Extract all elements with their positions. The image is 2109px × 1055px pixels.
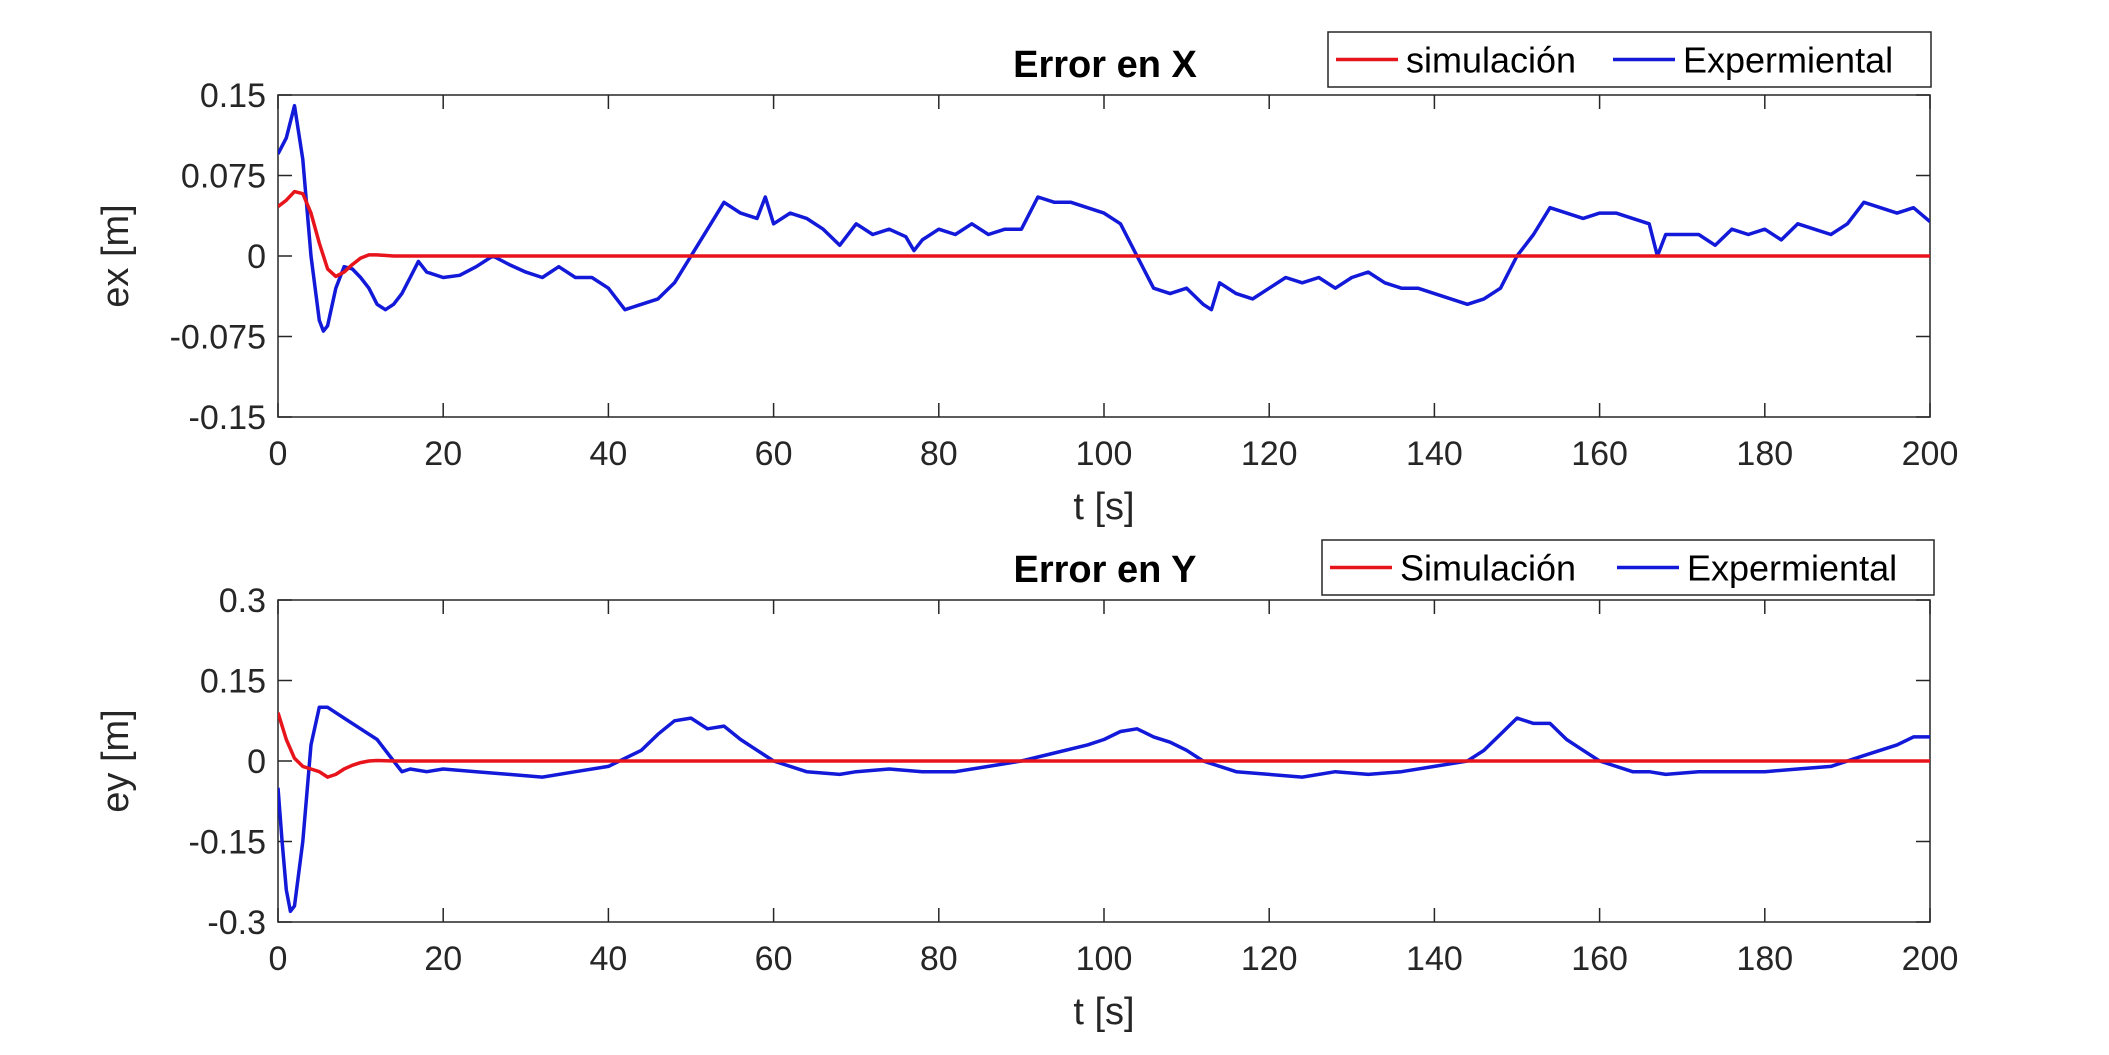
x-tick-label: 0	[269, 435, 288, 473]
y-tick-label: 0.15	[200, 77, 266, 115]
y-tick-label: -0.075	[170, 319, 266, 357]
x-tick-label: 200	[1902, 940, 1959, 978]
legend-label-experimental: Expermiental	[1687, 548, 1897, 589]
legend-label-simulation: simulación	[1406, 40, 1576, 81]
y-axis-label: ey [m]	[95, 709, 137, 812]
series-line-simulation	[278, 712, 1930, 779]
legend-label-simulation: Simulación	[1400, 548, 1576, 589]
x-tick-label: 140	[1406, 435, 1463, 473]
x-tick-label: 120	[1241, 940, 1298, 978]
x-tick-label: 60	[755, 940, 793, 978]
y-tick-label: 0	[247, 238, 266, 276]
chart-title: Error en X	[1013, 44, 1197, 86]
series-line-experimental	[278, 705, 1930, 914]
x-tick-label: 80	[920, 435, 958, 473]
y-tick-label: 0.075	[181, 158, 266, 196]
x-tick-label: 160	[1571, 435, 1628, 473]
series-line-simulation	[278, 189, 1930, 279]
y-tick-label: -0.3	[207, 904, 266, 942]
x-tick-label: 20	[424, 435, 462, 473]
x-tick-label: 160	[1571, 940, 1628, 978]
x-tick-label: 100	[1076, 940, 1133, 978]
x-tick-label: 20	[424, 940, 462, 978]
x-axis-label: t [s]	[1073, 486, 1134, 528]
y-tick-label: 0.3	[219, 582, 266, 620]
x-tick-label: 0	[269, 940, 288, 978]
x-tick-label: 80	[920, 940, 958, 978]
x-tick-label: 180	[1736, 940, 1793, 978]
y-tick-label: -0.15	[189, 399, 267, 437]
x-axis-label: t [s]	[1073, 991, 1134, 1033]
x-tick-label: 40	[589, 940, 627, 978]
legend-label-experimental: Expermiental	[1683, 40, 1893, 81]
y-tick-label: -0.15	[189, 824, 267, 862]
series-line-experimental	[278, 103, 1930, 333]
x-tick-label: 180	[1736, 435, 1793, 473]
x-tick-label: 40	[589, 435, 627, 473]
x-tick-label: 60	[755, 435, 793, 473]
y-tick-label: 0	[247, 743, 266, 781]
x-tick-label: 140	[1406, 940, 1463, 978]
y-tick-label: 0.15	[200, 663, 266, 701]
y-axis-label: ex [m]	[95, 204, 137, 307]
x-tick-label: 120	[1241, 435, 1298, 473]
x-tick-label: 200	[1902, 435, 1959, 473]
x-tick-label: 100	[1076, 435, 1133, 473]
chart-title: Error en Y	[1013, 549, 1196, 591]
